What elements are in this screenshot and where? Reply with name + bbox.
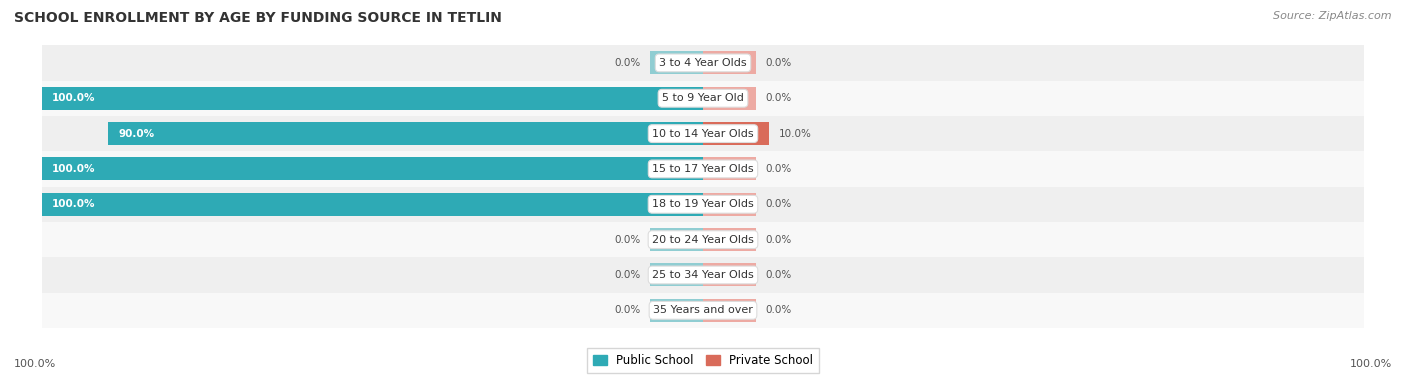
Bar <box>650 228 703 251</box>
Text: 90.0%: 90.0% <box>118 129 155 139</box>
Bar <box>650 51 703 74</box>
Text: Source: ZipAtlas.com: Source: ZipAtlas.com <box>1274 11 1392 21</box>
Bar <box>703 87 756 110</box>
Text: 0.0%: 0.0% <box>614 270 640 280</box>
Bar <box>703 158 756 181</box>
Bar <box>703 228 756 251</box>
Bar <box>42 193 703 216</box>
Bar <box>42 45 1364 81</box>
Text: 100.0%: 100.0% <box>52 164 96 174</box>
Text: 35 Years and over: 35 Years and over <box>652 305 754 315</box>
Bar <box>703 193 756 216</box>
Bar <box>650 264 703 287</box>
Text: 18 to 19 Year Olds: 18 to 19 Year Olds <box>652 199 754 209</box>
Text: 0.0%: 0.0% <box>766 164 792 174</box>
Text: 5 to 9 Year Old: 5 to 9 Year Old <box>662 93 744 103</box>
Text: 0.0%: 0.0% <box>766 93 792 103</box>
Text: 0.0%: 0.0% <box>766 234 792 245</box>
Legend: Public School, Private School: Public School, Private School <box>586 348 820 373</box>
Bar <box>703 122 769 145</box>
Text: 100.0%: 100.0% <box>14 359 56 369</box>
Text: 10.0%: 10.0% <box>779 129 811 139</box>
Text: 25 to 34 Year Olds: 25 to 34 Year Olds <box>652 270 754 280</box>
Text: 100.0%: 100.0% <box>52 199 96 209</box>
Bar <box>42 257 1364 293</box>
Text: 0.0%: 0.0% <box>614 58 640 68</box>
Text: 15 to 17 Year Olds: 15 to 17 Year Olds <box>652 164 754 174</box>
Text: 0.0%: 0.0% <box>766 199 792 209</box>
Bar <box>42 151 1364 187</box>
Text: 0.0%: 0.0% <box>614 234 640 245</box>
Text: 100.0%: 100.0% <box>52 93 96 103</box>
Bar <box>703 264 756 287</box>
Bar <box>703 51 756 74</box>
Text: 20 to 24 Year Olds: 20 to 24 Year Olds <box>652 234 754 245</box>
Text: 100.0%: 100.0% <box>1350 359 1392 369</box>
Bar <box>42 293 1364 328</box>
Text: 3 to 4 Year Olds: 3 to 4 Year Olds <box>659 58 747 68</box>
Bar <box>42 81 1364 116</box>
Bar <box>108 122 703 145</box>
Text: SCHOOL ENROLLMENT BY AGE BY FUNDING SOURCE IN TETLIN: SCHOOL ENROLLMENT BY AGE BY FUNDING SOUR… <box>14 11 502 25</box>
Bar <box>42 187 1364 222</box>
Bar <box>42 222 1364 257</box>
Text: 10 to 14 Year Olds: 10 to 14 Year Olds <box>652 129 754 139</box>
Text: 0.0%: 0.0% <box>766 305 792 315</box>
Bar <box>42 116 1364 151</box>
Bar <box>650 299 703 322</box>
Text: 0.0%: 0.0% <box>766 270 792 280</box>
Bar <box>42 158 703 181</box>
Text: 0.0%: 0.0% <box>614 305 640 315</box>
Bar <box>703 299 756 322</box>
Bar <box>42 87 703 110</box>
Text: 0.0%: 0.0% <box>766 58 792 68</box>
